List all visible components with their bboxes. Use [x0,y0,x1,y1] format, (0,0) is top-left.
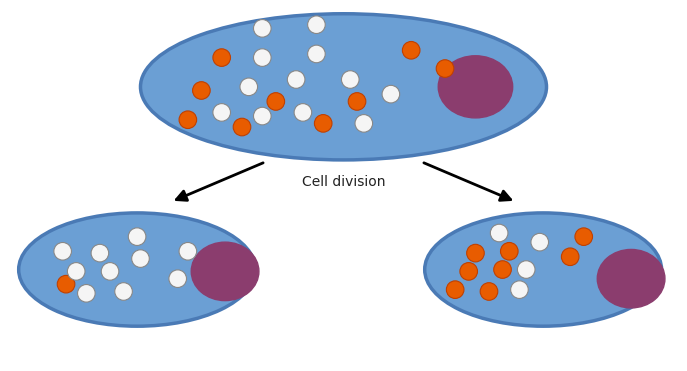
Ellipse shape [287,71,305,88]
Ellipse shape [308,45,325,63]
Ellipse shape [192,82,210,99]
Ellipse shape [19,213,256,326]
Ellipse shape [67,263,85,280]
Ellipse shape [308,16,325,33]
Ellipse shape [140,14,547,160]
Ellipse shape [57,275,75,293]
Ellipse shape [517,261,535,278]
Ellipse shape [78,285,95,302]
Ellipse shape [341,71,359,88]
Ellipse shape [403,42,420,59]
Ellipse shape [460,263,477,280]
Ellipse shape [115,283,133,300]
Ellipse shape [213,49,231,66]
Ellipse shape [425,213,662,326]
Text: Cell division: Cell division [302,175,385,189]
Ellipse shape [179,111,196,128]
Ellipse shape [254,107,271,125]
Ellipse shape [494,261,511,278]
Ellipse shape [510,281,528,298]
Ellipse shape [491,224,508,242]
Ellipse shape [179,243,196,260]
Ellipse shape [480,283,498,300]
Ellipse shape [240,78,258,96]
Ellipse shape [561,248,579,266]
Ellipse shape [436,60,454,78]
Ellipse shape [54,243,71,260]
Ellipse shape [438,56,513,118]
Ellipse shape [348,93,366,110]
Ellipse shape [101,263,119,280]
Ellipse shape [597,249,665,308]
Ellipse shape [501,243,518,260]
Ellipse shape [355,115,372,132]
Ellipse shape [447,281,464,298]
Ellipse shape [267,93,284,110]
Ellipse shape [531,233,548,251]
Ellipse shape [213,104,231,121]
Ellipse shape [132,250,149,267]
Ellipse shape [315,115,332,132]
Ellipse shape [191,242,259,301]
Ellipse shape [91,244,109,262]
Ellipse shape [233,118,251,136]
Ellipse shape [128,228,146,246]
Ellipse shape [382,85,400,103]
Ellipse shape [466,244,484,262]
Ellipse shape [254,49,271,66]
Ellipse shape [575,228,592,246]
Ellipse shape [294,104,312,121]
Ellipse shape [169,270,186,288]
Ellipse shape [254,20,271,37]
